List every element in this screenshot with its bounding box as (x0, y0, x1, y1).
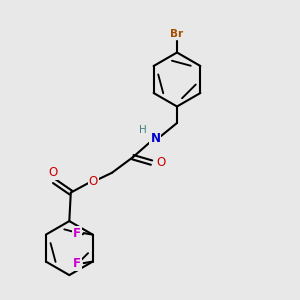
Text: O: O (156, 156, 165, 169)
Text: O: O (89, 175, 98, 188)
Text: O: O (48, 166, 57, 179)
Text: F: F (73, 256, 81, 270)
Text: F: F (73, 226, 81, 240)
Text: Br: Br (170, 29, 184, 39)
Text: N: N (150, 132, 161, 145)
Text: H: H (139, 125, 147, 135)
